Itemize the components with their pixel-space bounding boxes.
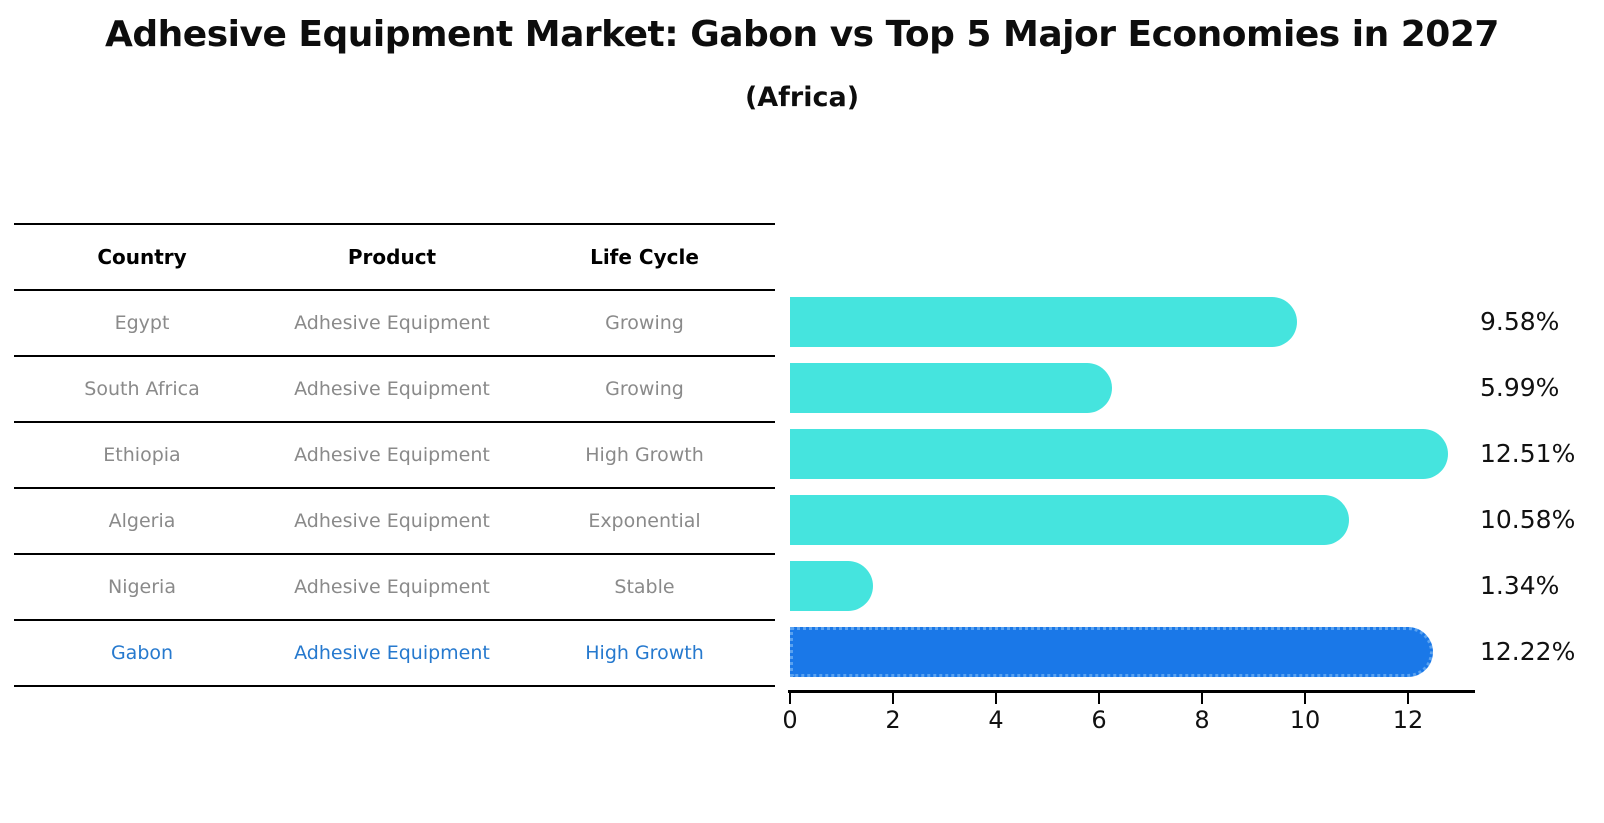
value-label: 12.22%: [1480, 637, 1576, 666]
bar-egypt: [790, 297, 1298, 347]
column-header-country: Country: [97, 245, 187, 269]
cell-product: Adhesive Equipment: [294, 378, 490, 400]
x-axis-tick-label: 0: [782, 706, 798, 734]
x-axis-tick: [1407, 693, 1409, 704]
x-axis-tick: [789, 693, 791, 704]
cell-life-cycle: Growing: [605, 312, 684, 334]
bar-gabon-highlight: [790, 627, 1434, 677]
bar-algeria: [790, 495, 1349, 545]
value-label: 10.58%: [1480, 505, 1576, 534]
cell-country: Nigeria: [108, 576, 176, 598]
x-axis-tick-label: 10: [1289, 706, 1321, 734]
x-axis-tick: [892, 693, 894, 704]
x-axis-tick: [1098, 693, 1100, 704]
cell-country: Algeria: [108, 510, 176, 532]
x-axis-tick-label: 6: [1091, 706, 1107, 734]
table-row: Nigeria Adhesive Equipment Stable: [14, 555, 775, 621]
cell-life-cycle: Growing: [605, 378, 684, 400]
column-header-product: Product: [347, 245, 437, 269]
chart-subtitle: (Africa): [744, 82, 860, 113]
cell-life-cycle: Stable: [614, 576, 675, 598]
table-header-row: Country Product Life Cycle: [14, 223, 775, 291]
table-row: Egypt Adhesive Equipment Growing: [14, 291, 775, 357]
bar-nigeria: [790, 561, 873, 611]
x-axis-tick-label: 4: [988, 706, 1004, 734]
cell-country: South Africa: [84, 378, 200, 400]
table-row: South Africa Adhesive Equipment Growing: [14, 357, 775, 423]
value-label: 9.58%: [1480, 307, 1560, 336]
value-label: 1.34%: [1480, 571, 1560, 600]
chart-title: Adhesive Equipment Market: Gabon vs Top …: [105, 14, 1499, 55]
cell-product: Adhesive Equipment: [294, 576, 490, 598]
x-axis-line: [788, 690, 1475, 693]
country-table: Country Product Life Cycle Egypt Adhesiv…: [14, 223, 775, 687]
cell-product: Adhesive Equipment: [294, 642, 490, 664]
x-axis-tick-label: 2: [885, 706, 901, 734]
x-axis-tick: [1304, 693, 1306, 704]
cell-life-cycle: Exponential: [588, 510, 701, 532]
bar-ethiopia: [790, 429, 1449, 479]
table-row: Algeria Adhesive Equipment Exponential: [14, 489, 775, 555]
x-axis-tick-label: 8: [1194, 706, 1210, 734]
cell-life-cycle: High Growth: [585, 444, 704, 466]
cell-life-cycle: High Growth: [585, 642, 704, 664]
x-axis-tick-label: 12: [1392, 706, 1424, 734]
cell-country: Gabon: [110, 642, 174, 664]
cell-product: Adhesive Equipment: [294, 312, 490, 334]
value-label: 12.51%: [1480, 439, 1576, 468]
column-header-life-cycle: Life Cycle: [590, 245, 699, 269]
x-axis-tick: [995, 693, 997, 704]
value-label: 5.99%: [1480, 373, 1560, 402]
cell-product: Adhesive Equipment: [294, 510, 490, 532]
table-row-gabon-highlight: Gabon Adhesive Equipment High Growth: [14, 621, 775, 687]
cell-country: Egypt: [114, 312, 170, 334]
bar-south-africa: [790, 363, 1113, 413]
cell-country: Ethiopia: [103, 444, 181, 466]
x-axis-tick: [1201, 693, 1203, 704]
cell-product: Adhesive Equipment: [294, 444, 490, 466]
table-row: Ethiopia Adhesive Equipment High Growth: [14, 423, 775, 489]
